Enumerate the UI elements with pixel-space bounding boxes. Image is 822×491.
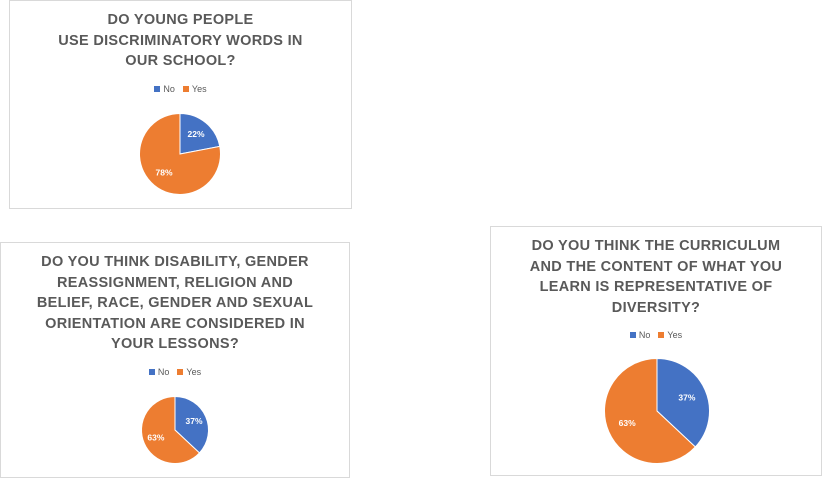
title-line: DIVERSITY? [611,299,701,316]
legend-label-no: No [638,330,651,340]
title-line: DO YOUNG PEOPLE [107,12,254,28]
chart-title: DO YOU THINK THE CURRICULUM AND THE CONT… [491,236,821,318]
chart-card-discriminatory-words: DO YOUNG PEOPLE USE DISCRIMINATORY WORDS… [9,0,352,209]
legend-label-yes: Yes [667,330,683,340]
title-line: REASSIGNMENT, RELIGION AND [56,274,294,291]
chart-card-curriculum: DO YOU THINK THE CURRICULUM AND THE CONT… [490,226,822,476]
chart-title: DO YOU THINK DISABILITY, GENDER REASSIGN… [1,252,349,355]
chart-title: DO YOUNG PEOPLE USE DISCRIMINATORY WORDS… [10,10,351,72]
title-line: ORIENTATION ARE CONSIDERED IN [45,315,305,332]
legend-item-no: No [148,367,170,377]
pie-slice-yes [604,357,696,464]
data-label-yes: 63% [147,432,164,442]
pie-chart: 37% 63% [141,395,209,464]
pie-slice-no [179,112,221,155]
legend-label-no: No [163,84,175,94]
chart-legend: No Yes [491,330,821,340]
legend-item-no: No [154,84,175,94]
data-label-no: 37% [678,392,695,402]
legend-item-yes: Yes [658,330,682,340]
pie-slice-no [656,357,710,448]
legend-item-yes: Yes [182,84,207,94]
legend-item-no: No [629,330,651,340]
pie-slice-no [174,395,209,454]
title-line: DO YOU THINK DISABILITY, GENDER [41,254,309,270]
chart-legend: No Yes [1,367,349,377]
chart-legend: No Yes [10,84,351,94]
title-line: DO YOU THINK THE CURRICULUM [531,238,781,254]
pie-slice-yes [139,112,221,195]
legend-swatch-no [154,86,161,92]
legend-swatch-no [629,332,636,338]
legend-label-yes: Yes [186,367,202,377]
chart-card-lessons: DO YOU THINK DISABILITY, GENDER REASSIGN… [0,242,350,478]
legend-swatch-yes [177,369,184,375]
data-label-no: 37% [186,416,203,426]
legend-swatch-yes [658,332,665,338]
data-label-yes: 78% [155,168,172,178]
title-line: OUR SCHOOL? [125,53,236,69]
pie-chart: 37% 63% [604,357,710,464]
legend-swatch-yes [182,86,189,92]
legend-item-yes: Yes [177,367,201,377]
legend-label-yes: Yes [191,84,207,94]
title-line: BELIEF, RACE, GENDER AND SEXUAL [36,295,314,311]
title-line: AND THE CONTENT OF WHAT YOU [529,258,783,275]
data-label-yes: 63% [619,418,636,428]
legend-label-no: No [157,367,170,377]
legend-swatch-no [148,369,155,375]
title-line: LEARN IS REPRESENTATIVE OF [539,279,773,295]
pie-slice-yes [141,395,201,464]
pie-chart: 22% 78% [139,112,221,195]
title-line: YOUR LESSONS? [111,336,239,352]
title-line: USE DISCRIMINATORY WORDS IN [58,32,303,49]
data-label-no: 22% [187,129,204,139]
